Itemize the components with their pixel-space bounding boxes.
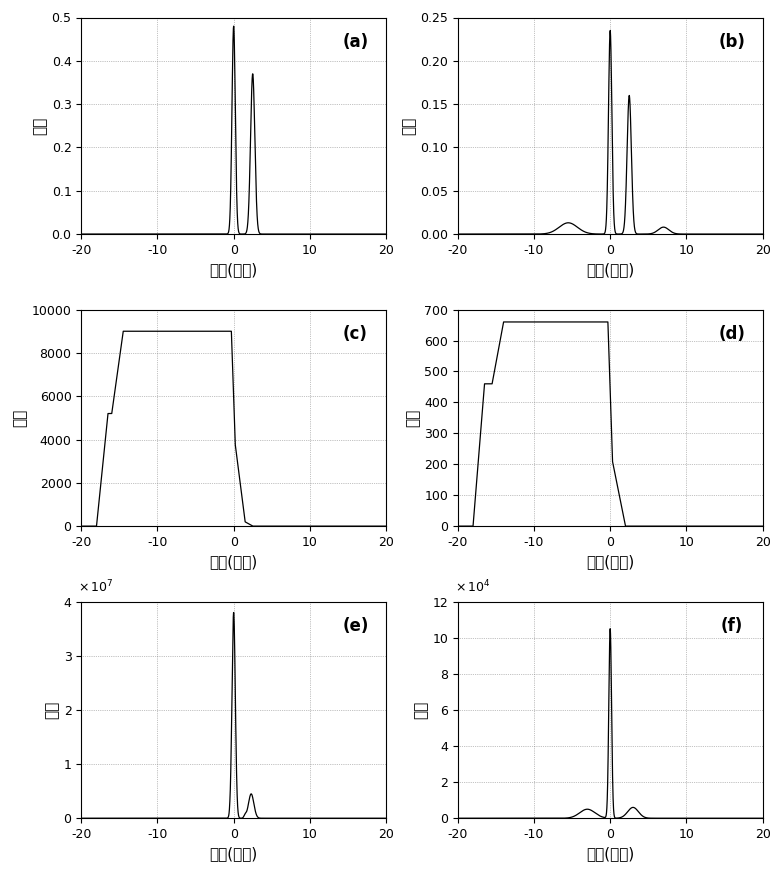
Text: (a): (a)	[342, 32, 369, 51]
Y-axis label: 幅度: 幅度	[401, 116, 416, 135]
Y-axis label: 幅度: 幅度	[32, 116, 48, 135]
Y-axis label: 幅度: 幅度	[13, 409, 27, 427]
Text: (d): (d)	[719, 325, 745, 343]
Text: (b): (b)	[719, 32, 745, 51]
Text: (f): (f)	[721, 617, 743, 635]
X-axis label: 时间(样本): 时间(样本)	[210, 847, 258, 862]
Y-axis label: 幅度: 幅度	[413, 701, 428, 719]
Text: $\times\,10^{4}$: $\times\,10^{4}$	[455, 579, 490, 595]
Y-axis label: 幅度: 幅度	[45, 701, 60, 719]
Text: (c): (c)	[343, 325, 368, 343]
X-axis label: 时间(样本): 时间(样本)	[210, 262, 258, 277]
Y-axis label: 幅度: 幅度	[405, 409, 420, 427]
Text: (e): (e)	[342, 617, 369, 635]
X-axis label: 时间(样本): 时间(样本)	[586, 262, 634, 277]
X-axis label: 时间(样本): 时间(样本)	[586, 847, 634, 862]
X-axis label: 时间(样本): 时间(样本)	[586, 554, 634, 570]
Text: $\times\,10^{7}$: $\times\,10^{7}$	[78, 579, 114, 595]
X-axis label: 时间(样本): 时间(样本)	[210, 554, 258, 570]
